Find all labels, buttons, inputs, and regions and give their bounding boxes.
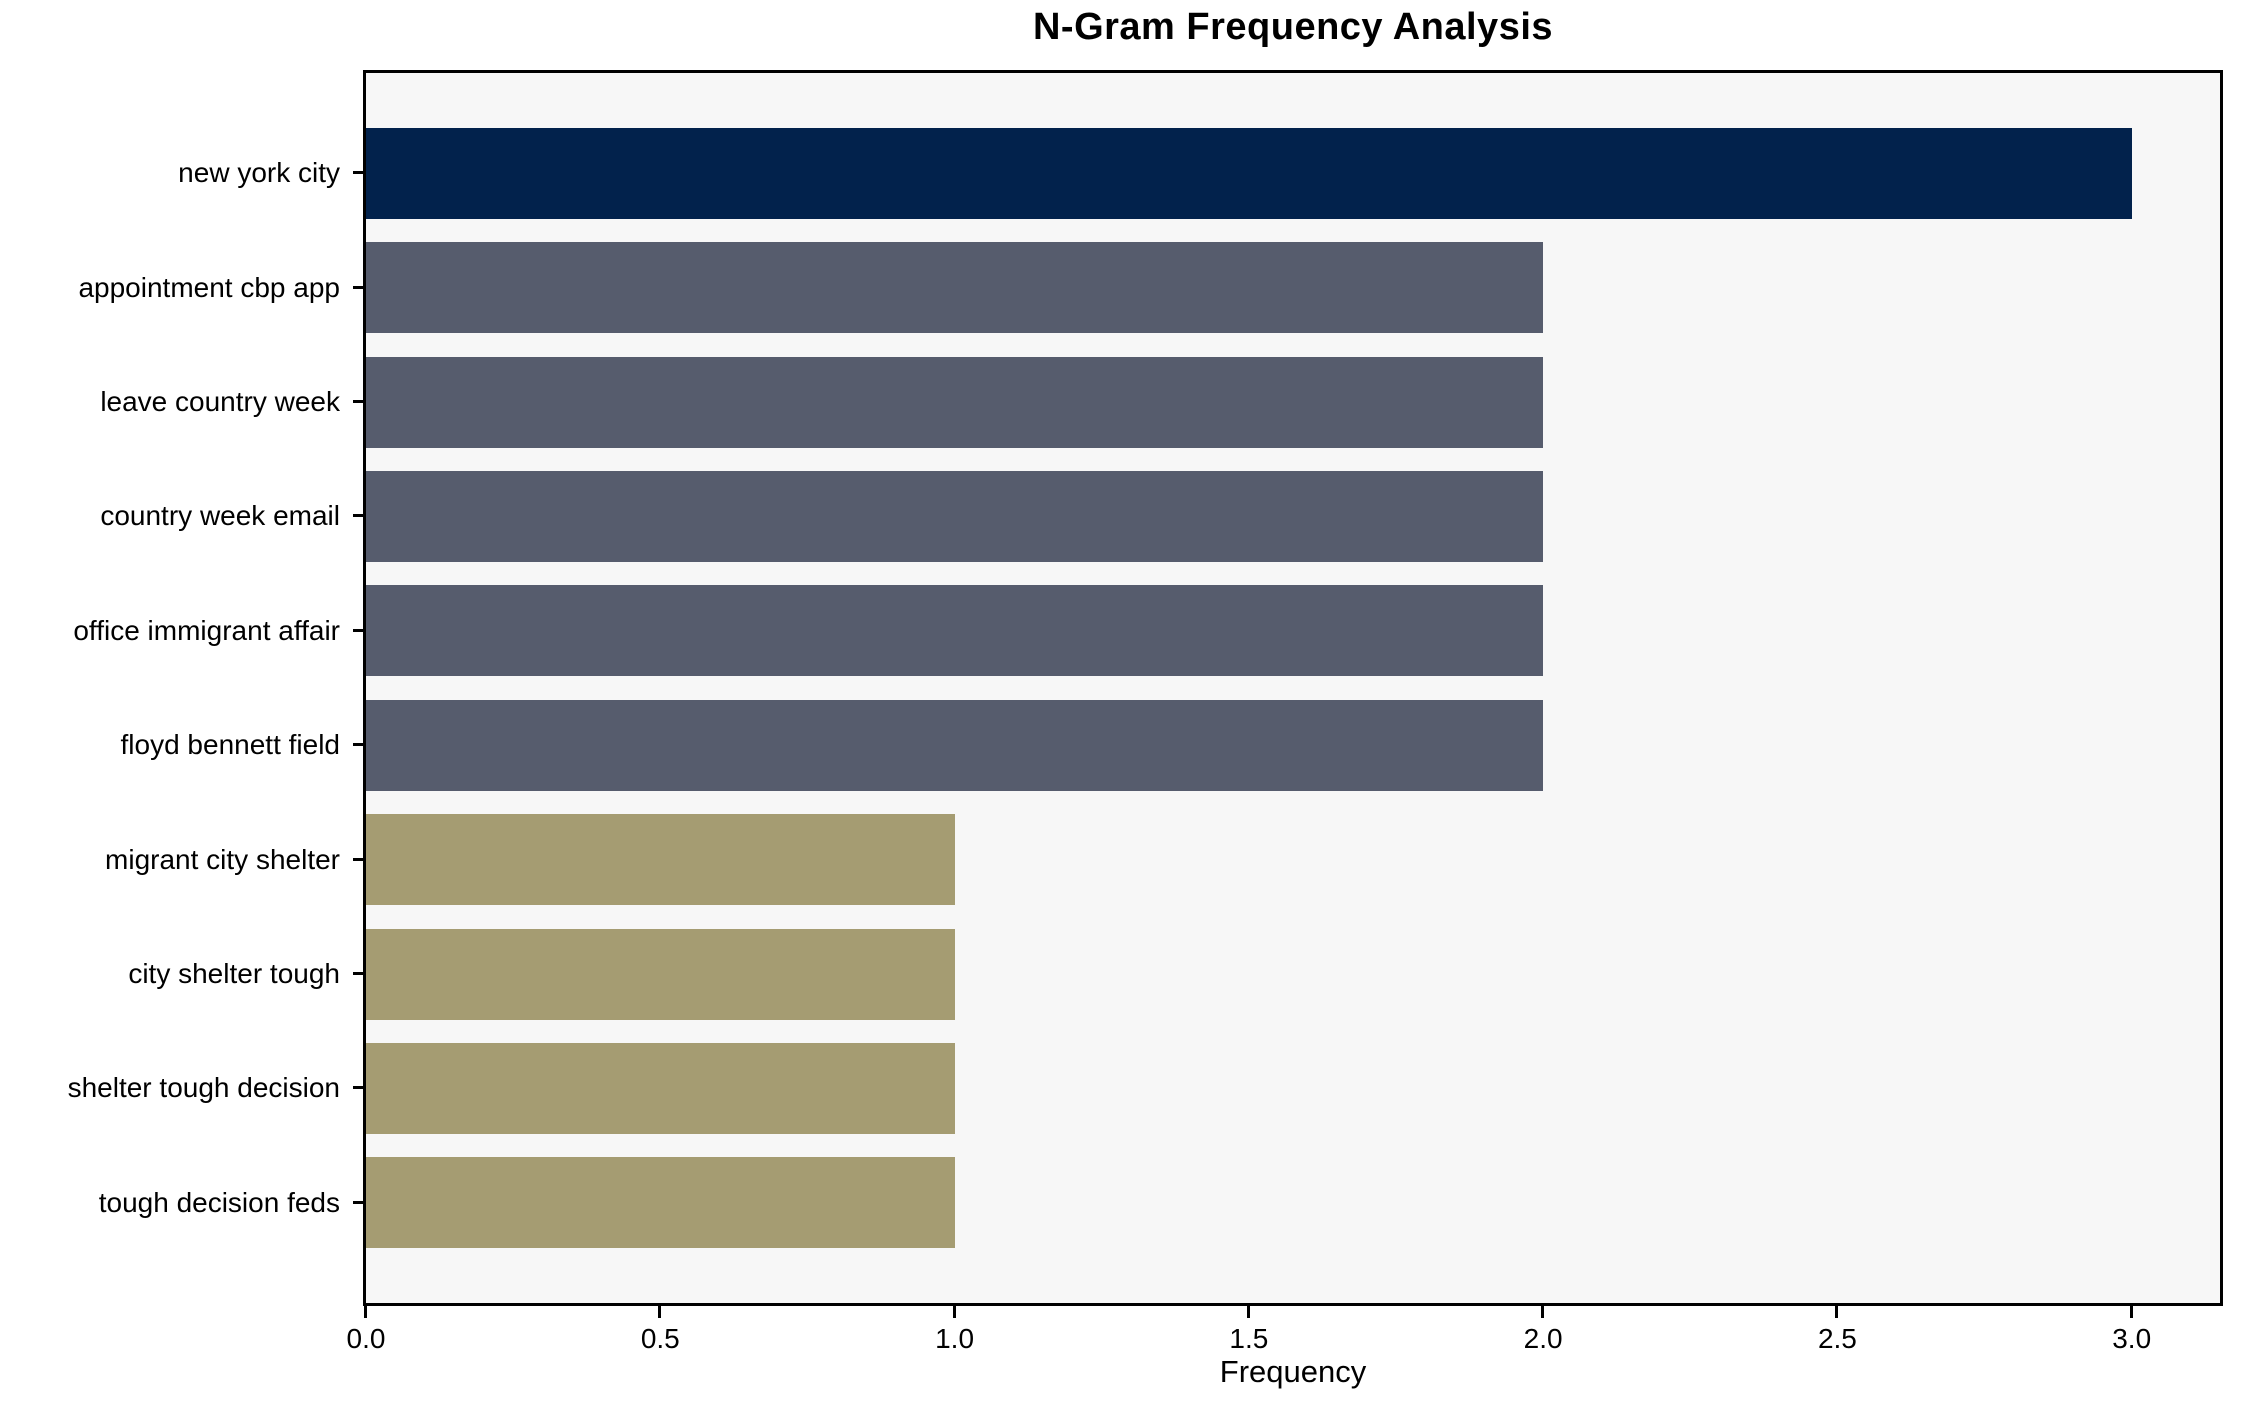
y-tick-label: country week email [100, 500, 340, 532]
y-tick-label: floyd bennett field [120, 729, 341, 761]
y-tick-label: migrant city shelter [105, 843, 340, 875]
x-tick-label: 0.5 [640, 1323, 680, 1354]
bar-row: shelter tough decision [68, 1031, 2220, 1145]
bar-row: tough decision feds [99, 1146, 2220, 1260]
y-tick-mark [353, 171, 363, 175]
bar [366, 699, 1544, 791]
x-tick-label: 0.0 [346, 1323, 386, 1354]
x-tick-mark [658, 1306, 662, 1318]
x-tick-mark [952, 1306, 956, 1318]
bar [366, 356, 1544, 448]
bar [366, 470, 1544, 562]
plot-area: new york city appointment cbp app leave … [68, 70, 2223, 1353]
y-tick-label: leave country week [100, 386, 340, 418]
x-tick-mark [1246, 1306, 1250, 1318]
bar [366, 1157, 955, 1249]
y-tick-label: shelter tough decision [67, 1072, 340, 1104]
chart-title: N-Gram Frequency Analysis [1032, 6, 1554, 48]
bar-row: new york city [178, 116, 2220, 230]
x-tick-mark [1835, 1306, 1839, 1318]
y-tick-mark [353, 400, 363, 404]
bar-row: city shelter tough [128, 917, 2220, 1031]
y-tick-label: city shelter tough [128, 958, 340, 990]
x-tick-label: 2.5 [1817, 1323, 1857, 1354]
bar [366, 585, 1544, 677]
y-tick-label: appointment cbp app [78, 271, 340, 303]
y-tick-mark [353, 285, 363, 289]
x-tick-label: 3.0 [2112, 1323, 2152, 1354]
x-tick-label: 1.5 [1229, 1323, 1269, 1354]
bar-row: office immigrant affair [73, 574, 2220, 688]
y-tick-mark [353, 743, 363, 747]
bar [366, 928, 955, 1020]
x-tick-label: 1.0 [935, 1323, 975, 1354]
x-tick-mark [1541, 1306, 1545, 1318]
x-tick-mark [2129, 1306, 2133, 1318]
bar-row: leave country week [100, 345, 2220, 459]
bar-row: floyd bennett field [121, 688, 2220, 802]
y-tick-label: tough decision feds [98, 1186, 340, 1218]
x-axis-title: Frequency [1219, 1354, 1367, 1389]
y-tick-mark [353, 857, 363, 861]
x-tick-label: 2.0 [1523, 1323, 1563, 1354]
y-tick-mark [353, 1200, 363, 1204]
y-tick-mark [353, 628, 363, 632]
bar [366, 242, 1544, 334]
y-tick-label: office immigrant affair [73, 614, 340, 646]
bar-row: migrant city shelter [105, 802, 2220, 916]
bar-row: appointment cbp app [78, 230, 2220, 344]
y-tick-mark [353, 514, 363, 518]
y-tick-label: new york city [178, 157, 340, 189]
bar-row: country week email [100, 459, 2220, 573]
bars-region: new york city appointment cbp app leave … [68, 73, 2220, 1303]
y-tick-mark [353, 1086, 363, 1090]
bar [366, 1042, 955, 1134]
bar [366, 814, 955, 906]
bar [366, 127, 2132, 219]
x-tick-mark [364, 1306, 367, 1318]
y-tick-mark [353, 972, 363, 976]
